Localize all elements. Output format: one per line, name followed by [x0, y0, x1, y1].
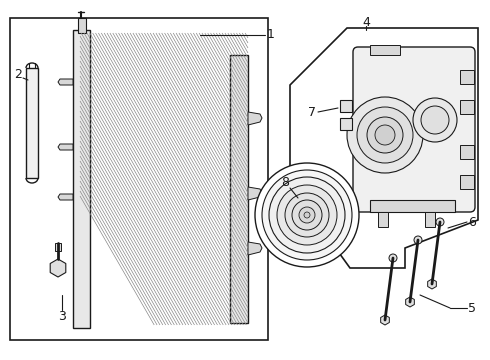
Circle shape	[357, 107, 413, 163]
Text: 5: 5	[468, 302, 476, 315]
Bar	[230, 55, 248, 323]
Text: 7: 7	[308, 105, 316, 118]
Circle shape	[292, 200, 322, 230]
Text: 4: 4	[362, 15, 370, 28]
Text: 3: 3	[58, 310, 66, 323]
Circle shape	[414, 236, 422, 244]
Polygon shape	[290, 28, 478, 268]
Bar	[78, 18, 86, 33]
FancyBboxPatch shape	[353, 47, 475, 212]
Circle shape	[277, 185, 337, 245]
Bar	[378, 212, 388, 227]
Bar	[340, 100, 352, 112]
Bar	[73, 30, 90, 328]
Circle shape	[262, 170, 352, 260]
Polygon shape	[58, 194, 73, 200]
Circle shape	[421, 106, 449, 134]
Circle shape	[413, 98, 457, 142]
Polygon shape	[58, 79, 73, 85]
Circle shape	[269, 177, 345, 253]
Polygon shape	[50, 259, 66, 277]
Polygon shape	[248, 112, 262, 125]
Polygon shape	[248, 242, 262, 255]
Circle shape	[375, 125, 395, 145]
Bar	[460, 145, 474, 159]
Circle shape	[367, 117, 403, 153]
Circle shape	[436, 218, 444, 226]
Circle shape	[389, 254, 397, 262]
Polygon shape	[248, 187, 262, 200]
Bar	[55, 243, 61, 251]
Bar	[460, 175, 474, 189]
Bar	[10, 18, 268, 340]
Bar	[26, 68, 38, 178]
Text: 6: 6	[468, 216, 476, 229]
Circle shape	[255, 163, 359, 267]
Circle shape	[347, 97, 423, 173]
Text: 2: 2	[14, 68, 22, 81]
Bar	[370, 45, 400, 55]
Text: 1: 1	[267, 28, 275, 41]
Bar	[425, 212, 435, 227]
Bar	[340, 118, 352, 130]
Bar	[460, 70, 474, 84]
Circle shape	[304, 212, 310, 218]
Bar	[370, 200, 455, 212]
Circle shape	[299, 207, 315, 223]
Bar	[460, 100, 474, 114]
Circle shape	[285, 193, 329, 237]
Text: 8: 8	[281, 176, 289, 189]
Polygon shape	[58, 144, 73, 150]
